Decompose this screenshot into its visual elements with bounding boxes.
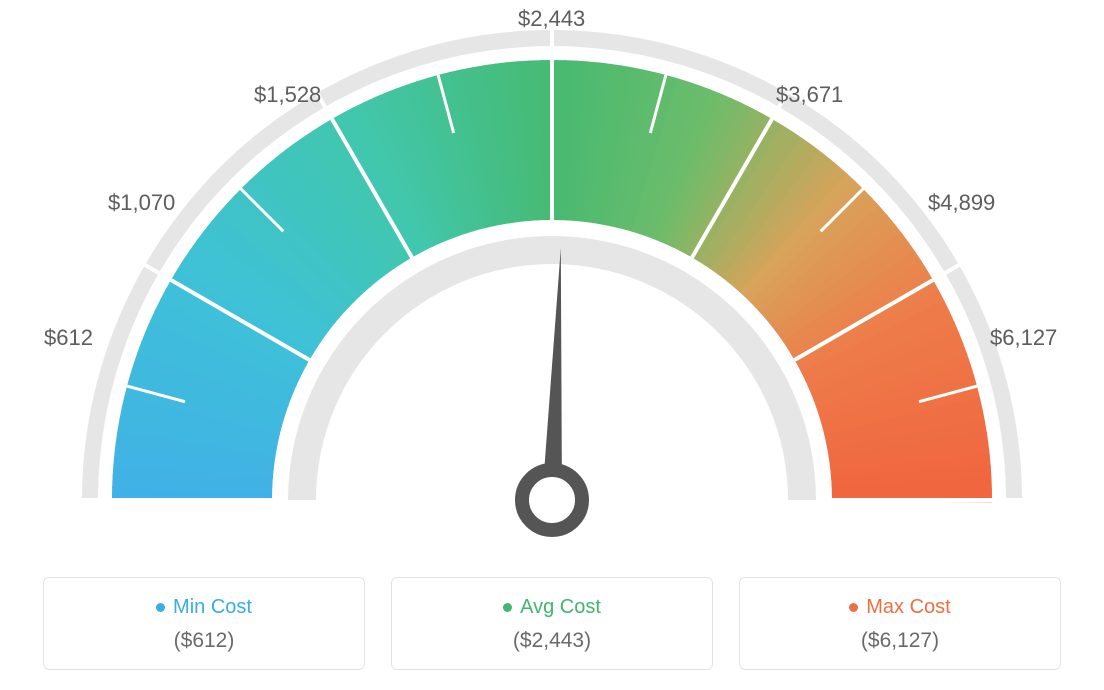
gauge-svg <box>0 0 1104 560</box>
legend-card-min: Min Cost ($612) <box>43 577 365 670</box>
legend-value-min: ($612) <box>44 629 364 653</box>
gauge-tick-label: $3,671 <box>776 82 843 108</box>
legend-label-min: Min Cost <box>173 596 252 619</box>
gauge-area: $612 $1,070 $1,528 $2,443 $3,671 $4,899 $6,127 <box>0 0 1104 560</box>
legend-label-max: Max Cost <box>866 596 950 619</box>
gauge-tick-label: $612 <box>44 325 93 351</box>
gauge-tick-label: $2,443 <box>518 6 585 32</box>
legend-card-max: Max Cost ($6,127) <box>739 577 1061 670</box>
gauge-tick-label: $1,528 <box>254 82 321 108</box>
legend-dot-avg <box>503 603 512 612</box>
legend-label-avg: Avg Cost <box>520 596 601 619</box>
legend-row: Min Cost ($612) Avg Cost ($2,443) Max Co… <box>0 577 1104 670</box>
legend-title-min: Min Cost <box>156 596 252 619</box>
legend-value-max: ($6,127) <box>740 629 1060 653</box>
legend-title-avg: Avg Cost <box>503 596 601 619</box>
legend-dot-max <box>849 603 858 612</box>
gauge-tick-label: $6,127 <box>990 325 1057 351</box>
gauge-infographic: $612 $1,070 $1,528 $2,443 $3,671 $4,899 $6,127… <box>0 0 1104 690</box>
legend-card-avg: Avg Cost ($2,443) <box>391 577 713 670</box>
legend-value-avg: ($2,443) <box>392 629 712 653</box>
gauge-tick-label: $4,899 <box>928 190 995 216</box>
legend-dot-min <box>156 603 165 612</box>
gauge-tick-label: $1,070 <box>108 190 175 216</box>
legend-title-max: Max Cost <box>849 596 950 619</box>
